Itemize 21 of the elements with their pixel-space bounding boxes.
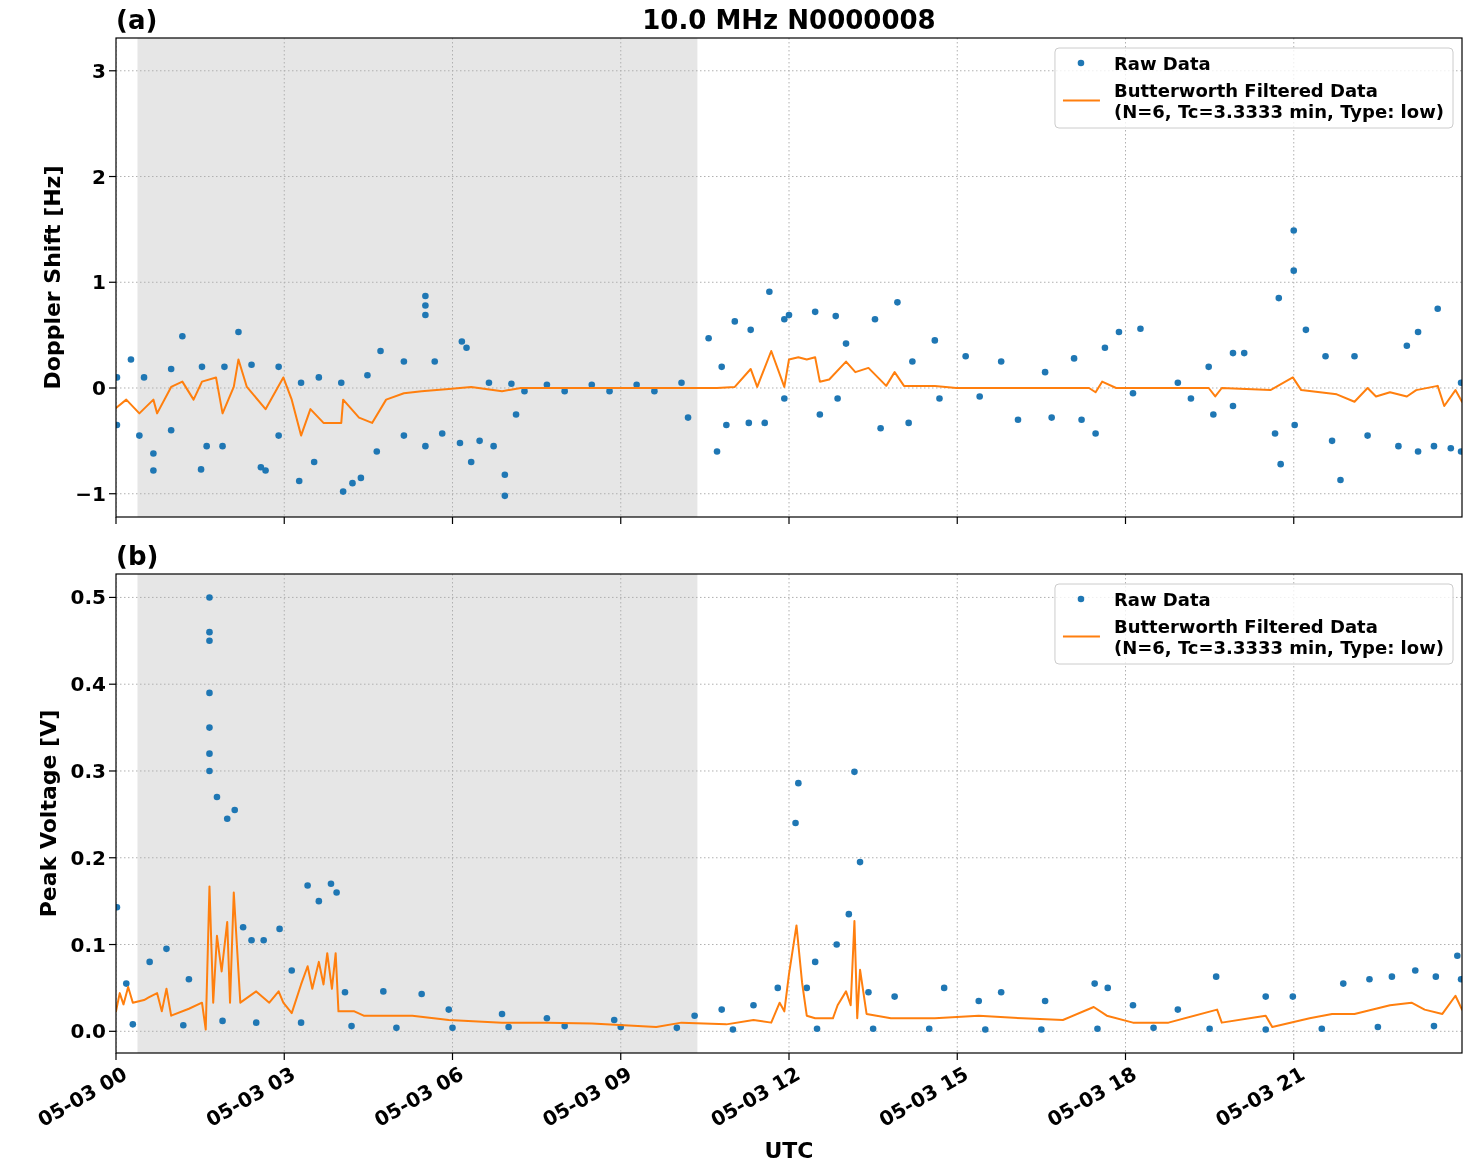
x-axis-title: UTC: [764, 1138, 814, 1163]
y-axis-title: Doppler Shift [Hz]: [40, 165, 66, 390]
legend-label: Raw Data: [1113, 588, 1211, 610]
text: (b): [116, 541, 159, 571]
y-tick-label: 1: [92, 270, 106, 295]
y-tick-label: 0.4: [70, 672, 106, 697]
text: (a): [116, 5, 158, 35]
y-tick-label: 0.3: [70, 758, 106, 783]
y-tick-label: −1: [75, 481, 106, 506]
y-tick-label: 0.1: [70, 932, 106, 957]
legend-label: Raw Data: [1113, 52, 1211, 74]
y-tick-label: 0.2: [70, 845, 106, 870]
y-tick-label: 0.5: [70, 585, 106, 610]
y-tick-label: 0.0: [70, 1019, 106, 1044]
legend-label: Butterworth Filtered Data (N=6, Tc=3.3333 min, Type: low): [1113, 79, 1445, 122]
y-tick-label: 3: [92, 58, 106, 83]
y-axis-title: Peak Voltage [V]: [35, 709, 61, 918]
legend-label: Butterworth Filtered Data (N=6, Tc=3.3333 min, Type: low): [1113, 615, 1445, 658]
y-tick-label: 0: [92, 376, 106, 400]
chart-title: 10.0 MHz N0000008: [642, 5, 936, 35]
y-tick-label: 2: [92, 164, 106, 189]
